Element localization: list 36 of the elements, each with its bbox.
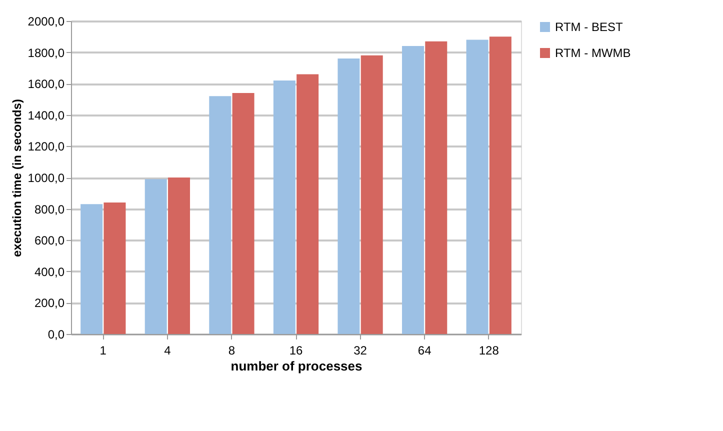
x-tick-label: 8	[228, 344, 236, 358]
bar	[273, 80, 296, 334]
x-tick-label: 16	[289, 344, 303, 358]
bar	[80, 204, 103, 334]
legend-label: RTM - BEST	[555, 20, 624, 34]
y-tick-label: 1800,0	[28, 46, 65, 60]
x-tick-label: 4	[164, 344, 172, 358]
bar	[296, 74, 319, 334]
x-tick-label: 1	[100, 344, 107, 358]
legend-label: RTM - MWMB	[555, 46, 631, 60]
y-tick-label: 600,0	[34, 234, 65, 248]
y-tick-label: 1000,0	[28, 171, 65, 185]
bar	[425, 41, 448, 334]
bar	[489, 36, 512, 334]
bar	[104, 202, 126, 334]
x-tick-label: 64	[418, 344, 432, 358]
bar	[466, 40, 488, 334]
x-tick-label: 32	[354, 344, 368, 358]
bar	[209, 96, 232, 334]
y-tick-label: 1600,0	[28, 77, 65, 92]
y-tick-label: 1200,0	[28, 140, 65, 154]
y-tick-label: 800,0	[34, 202, 65, 216]
x-tick-label: 128	[478, 344, 500, 358]
bar	[232, 92, 254, 334]
y-tick-label: 1400,0	[28, 108, 65, 122]
bar	[338, 58, 360, 334]
bar	[360, 55, 383, 334]
x-axis-title: number of processes	[230, 358, 362, 374]
bar	[168, 178, 190, 334]
y-tick-label: 0,0	[48, 328, 65, 342]
y-tick-label: 400,0	[34, 264, 65, 279]
y-tick-label: 2000,0	[28, 14, 65, 28]
y-axis-title: execution time (in seconds)	[10, 98, 24, 258]
bar	[144, 179, 167, 334]
y-tick-label: 200,0	[34, 296, 65, 310]
bar	[402, 46, 424, 334]
